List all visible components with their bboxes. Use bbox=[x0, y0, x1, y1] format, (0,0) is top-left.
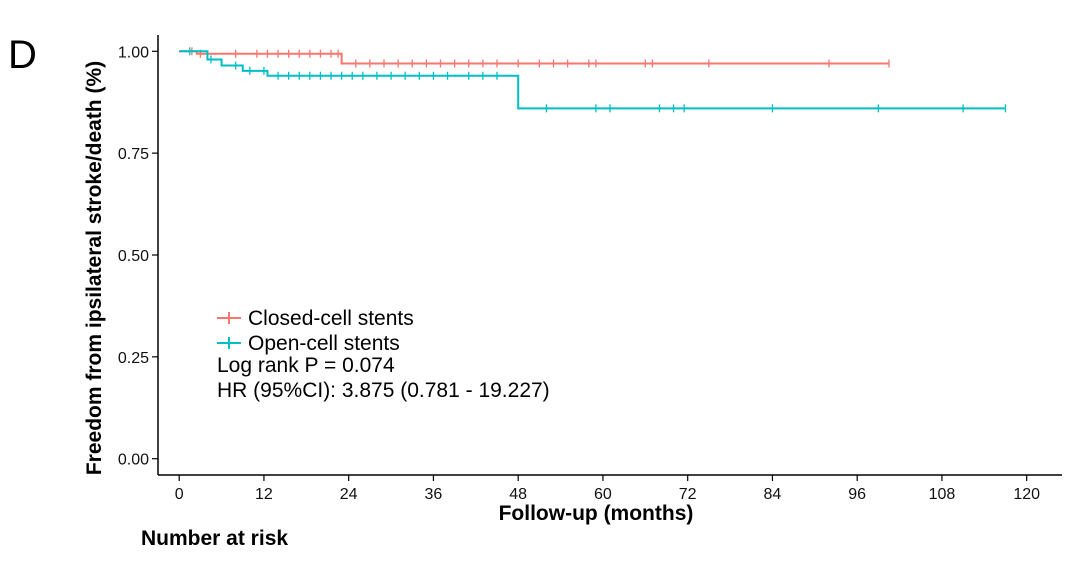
x-tick-label: 60 bbox=[594, 486, 612, 503]
x-tick-label: 24 bbox=[340, 486, 358, 503]
y-axis-title: Freedom from ipsilateral stroke/death (%… bbox=[83, 61, 106, 475]
y-tick-label: 0.25 bbox=[118, 350, 149, 367]
risk-table-title: Number at risk bbox=[141, 527, 288, 550]
x-tick-label: 120 bbox=[1013, 486, 1040, 503]
panel-label: D bbox=[8, 33, 37, 77]
x-tick-label: 72 bbox=[679, 486, 697, 503]
x-tick-label: 84 bbox=[764, 486, 782, 503]
legend-label: Closed-cell stents bbox=[248, 307, 414, 330]
x-tick-label: 96 bbox=[848, 486, 866, 503]
x-axis-title: Follow-up (months) bbox=[499, 502, 694, 525]
legend-label: Open-cell stents bbox=[248, 332, 400, 355]
y-tick-label: 0.00 bbox=[118, 452, 149, 469]
x-tick-label: 12 bbox=[255, 486, 273, 503]
x-tick-label: 48 bbox=[509, 486, 527, 503]
survival-curve-closed-cell bbox=[179, 50, 889, 65]
hazard-ratio-annotation: HR (95%CI): 3.875 (0.781 - 19.227) bbox=[217, 379, 550, 402]
x-tick-label: 36 bbox=[425, 486, 443, 503]
x-tick-label: 108 bbox=[929, 486, 956, 503]
axes: 0.00 0.25 0.50 0.75 1.00 0 12 24 36 48 60 72 84 96 108… bbox=[118, 35, 1062, 503]
survival-curve-open-cell bbox=[179, 50, 1006, 110]
y-tick-label: 0.50 bbox=[118, 248, 149, 265]
survival-curves bbox=[179, 47, 1007, 113]
log-rank-annotation: Log rank P = 0.074 bbox=[217, 354, 395, 377]
y-tick-label: 0.75 bbox=[118, 146, 149, 163]
y-tick-label: 1.00 bbox=[118, 44, 149, 61]
x-tick-label: 0 bbox=[175, 486, 184, 503]
